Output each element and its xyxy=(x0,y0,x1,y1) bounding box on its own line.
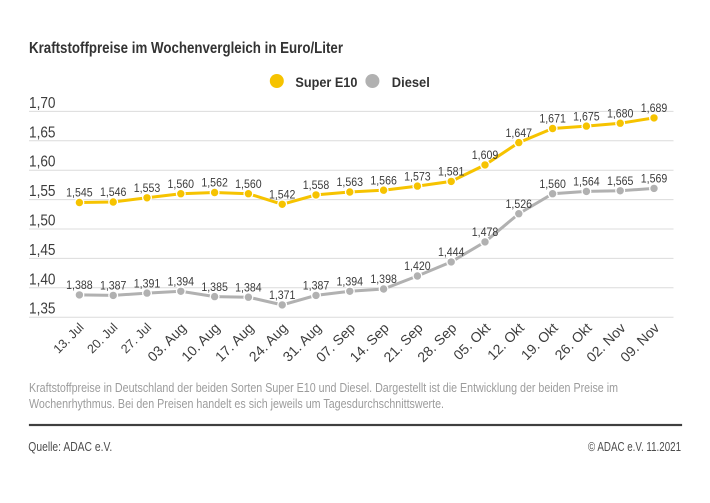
svg-text:1,565: 1,565 xyxy=(607,174,634,188)
svg-text:1,671: 1,671 xyxy=(539,112,566,126)
svg-text:1,581: 1,581 xyxy=(438,165,465,179)
svg-text:1,569: 1,569 xyxy=(641,172,668,186)
svg-text:1,680: 1,680 xyxy=(607,106,634,120)
svg-text:1,394: 1,394 xyxy=(168,275,195,289)
svg-text:1,689: 1,689 xyxy=(641,101,668,115)
svg-text:1,542: 1,542 xyxy=(269,188,296,202)
svg-text:1,558: 1,558 xyxy=(303,178,330,192)
svg-text:1,387: 1,387 xyxy=(100,279,127,293)
svg-text:Super E10: Super E10 xyxy=(295,74,357,90)
svg-text:Wochenrhythmus. Bei den Preise: Wochenrhythmus. Bei den Preisen handelt … xyxy=(29,396,444,411)
svg-text:1,560: 1,560 xyxy=(168,177,195,191)
svg-text:1,391: 1,391 xyxy=(134,276,161,290)
svg-text:Diesel: Diesel xyxy=(392,74,430,90)
svg-text:1,553: 1,553 xyxy=(134,181,161,195)
svg-text:1,371: 1,371 xyxy=(269,288,296,302)
svg-text:1,60: 1,60 xyxy=(29,154,56,171)
svg-text:1,384: 1,384 xyxy=(235,280,262,294)
svg-text:1,566: 1,566 xyxy=(370,173,397,187)
svg-text:1,65: 1,65 xyxy=(29,124,56,141)
svg-text:Kraftstoffpreise im Wochenverg: Kraftstoffpreise im Wochenvergleich in E… xyxy=(29,40,343,57)
svg-text:Kraftstoffpreise in Deutschlan: Kraftstoffpreise in Deutschland der beid… xyxy=(29,380,618,395)
svg-text:1,560: 1,560 xyxy=(235,177,262,191)
svg-text:1,50: 1,50 xyxy=(29,213,56,230)
svg-text:1,573: 1,573 xyxy=(404,169,431,183)
svg-text:1,478: 1,478 xyxy=(472,225,499,239)
svg-text:1,560: 1,560 xyxy=(539,177,566,191)
svg-text:1,394: 1,394 xyxy=(337,275,364,289)
svg-text:1,387: 1,387 xyxy=(303,279,330,293)
svg-text:1,647: 1,647 xyxy=(506,126,533,140)
svg-text:1,675: 1,675 xyxy=(573,109,600,123)
svg-text:1,545: 1,545 xyxy=(66,186,93,200)
svg-text:1,35: 1,35 xyxy=(29,301,56,318)
svg-text:1,444: 1,444 xyxy=(438,245,465,259)
svg-text:1,40: 1,40 xyxy=(29,271,56,288)
svg-text:1,562: 1,562 xyxy=(201,176,228,190)
svg-text:1,526: 1,526 xyxy=(506,197,533,211)
svg-text:1,398: 1,398 xyxy=(370,272,397,286)
svg-text:1,70: 1,70 xyxy=(29,95,56,112)
svg-text:1,45: 1,45 xyxy=(29,242,56,259)
svg-text:1,55: 1,55 xyxy=(29,183,56,200)
svg-text:1,564: 1,564 xyxy=(573,175,600,189)
svg-text:1,609: 1,609 xyxy=(472,148,499,162)
svg-text:1,385: 1,385 xyxy=(201,280,228,294)
svg-text:1,388: 1,388 xyxy=(66,278,93,292)
svg-text:1,563: 1,563 xyxy=(337,175,364,189)
svg-text:1,546: 1,546 xyxy=(100,185,127,199)
svg-text:© ADAC e.V. 11.2021: © ADAC e.V. 11.2021 xyxy=(588,440,681,454)
svg-text:Quelle: ADAC e.V.: Quelle: ADAC e.V. xyxy=(28,440,112,454)
svg-text:1,420: 1,420 xyxy=(404,259,431,273)
